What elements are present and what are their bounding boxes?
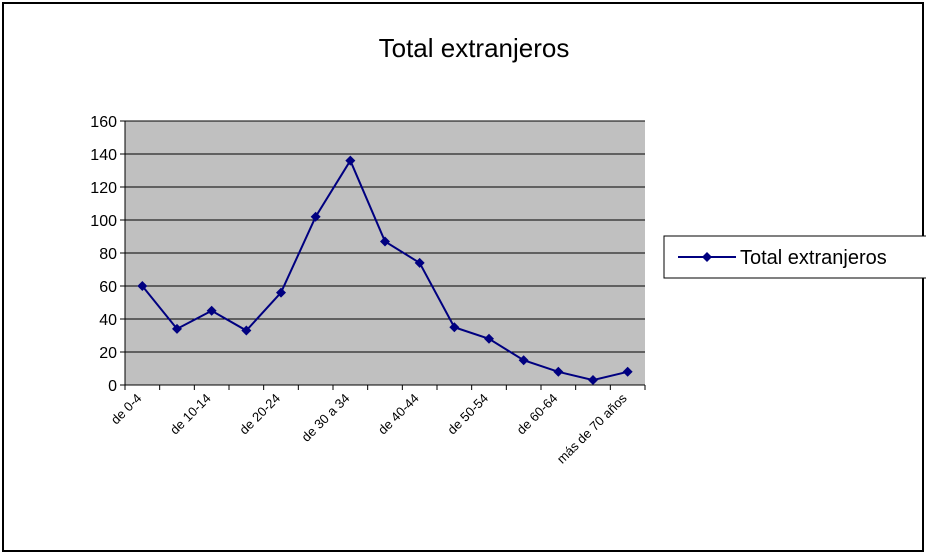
y-tick-label: 40 — [99, 312, 117, 329]
data-point-marker — [172, 323, 182, 334]
x-category-label: de 50-54 — [444, 391, 491, 438]
data-point-marker — [622, 366, 633, 377]
data-point-marker — [345, 155, 356, 166]
data-point-marker — [380, 236, 390, 247]
data-point-marker — [449, 322, 460, 333]
data-point-marker — [310, 211, 321, 222]
x-category-label: de 60-64 — [514, 391, 561, 438]
y-tick-label: 140 — [90, 147, 117, 164]
data-point-marker — [206, 305, 217, 316]
y-tick-label: 0 — [108, 378, 117, 395]
data-point-marker — [484, 333, 494, 344]
data-point-marker — [518, 355, 529, 366]
x-category-label: de 40-44 — [375, 391, 422, 438]
x-category-label: de 30 a 34 — [298, 391, 352, 445]
data-point-marker — [241, 325, 252, 336]
plot-area: 0 20 40 60 80 100 120 140 160 de 0-4 de 10-14 de 20… — [90, 114, 646, 467]
data-point-marker — [276, 287, 286, 298]
x-category-label: de 20-24 — [236, 391, 283, 438]
legend-label: Total extranjeros — [740, 247, 887, 269]
legend: Total extranjeros — [663, 235, 926, 279]
x-category-label: de 10-14 — [167, 391, 214, 438]
data-point-marker — [414, 257, 425, 268]
y-tick-label: 60 — [99, 279, 117, 296]
legend-marker — [702, 252, 712, 262]
x-category-label: más de 70 años — [554, 390, 630, 466]
y-tick-label: 100 — [90, 213, 117, 230]
y-tick-label: 20 — [99, 345, 117, 362]
data-point-marker — [137, 281, 148, 291]
y-tick-label: 160 — [90, 114, 117, 131]
chart-title: Total extranjeros — [379, 33, 570, 63]
data-point-marker — [588, 375, 598, 386]
line-chart: Total extranjeros 0 20 40 60 80 100 120 140 160 d… — [90, 33, 926, 467]
x-category-label: de 0-4 — [108, 391, 145, 428]
data-point-marker — [553, 366, 564, 377]
y-tick-label: 120 — [90, 180, 117, 197]
y-tick-label: 80 — [99, 246, 117, 263]
